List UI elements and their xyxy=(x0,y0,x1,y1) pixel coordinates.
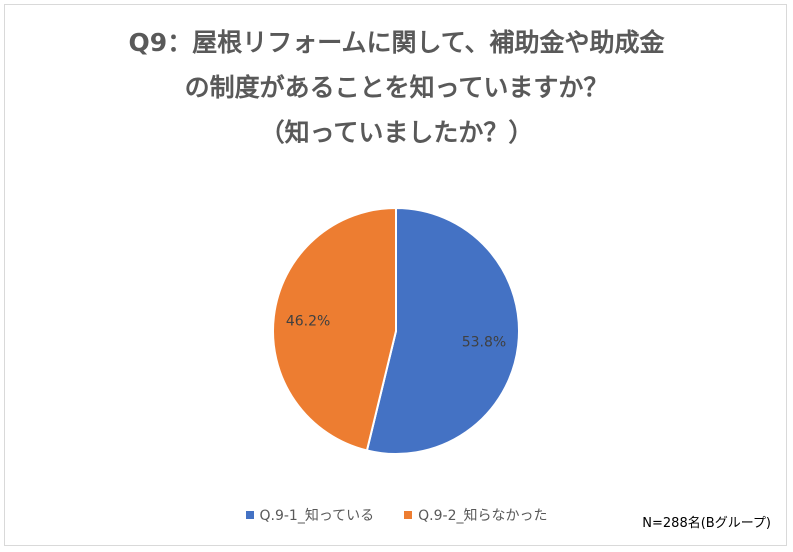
data-label-known: 53.8% xyxy=(462,335,506,351)
legend-label-known: Q.9-1_知っている xyxy=(259,508,375,524)
legend-swatch-unknown xyxy=(404,511,413,519)
legend-label-unknown: Q.9-2_知らなかった xyxy=(418,508,548,524)
title-line-1: Q9：屋根リフォームに関して、補助金や助成金 xyxy=(128,28,665,57)
pie-slice-unknown xyxy=(272,206,397,452)
legend: Q.9-1_知っている Q.9-2_知らなかった xyxy=(0,505,793,525)
legend-item-known: Q.9-1_知っている xyxy=(245,505,375,525)
legend-item-unknown: Q.9-2_知らなかった xyxy=(404,505,547,525)
chart-title: Q9：屋根リフォームに関して、補助金や助成金 の制度があることを知っていますか？… xyxy=(0,20,793,155)
sample-size-note: N=288名(Bグループ) xyxy=(642,516,771,531)
title-line-2: の制度があることを知っていますか？ xyxy=(184,73,609,102)
title-line-3: （知っていましたか？） xyxy=(259,118,534,147)
legend-swatch-known xyxy=(245,511,254,519)
data-label-unknown: 46.2% xyxy=(286,313,330,329)
pie-slice-known xyxy=(365,206,520,455)
